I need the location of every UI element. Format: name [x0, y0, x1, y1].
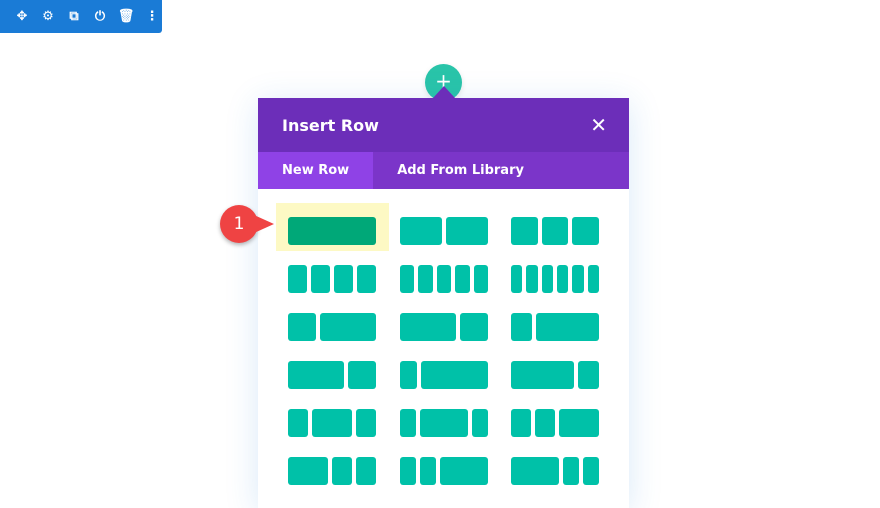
layout-column	[418, 265, 433, 293]
tab-add-from-library[interactable]: Add From Library	[397, 163, 524, 178]
layout-column	[455, 265, 470, 293]
layout-column	[511, 265, 523, 293]
layout-column	[511, 457, 559, 485]
layout-column	[583, 457, 599, 485]
move-icon[interactable]: ✥	[16, 9, 28, 24]
row-layout-option[interactable]	[400, 265, 489, 293]
layout-column	[357, 265, 376, 293]
layout-column	[420, 361, 488, 389]
layout-column	[541, 217, 569, 245]
layout-column	[334, 265, 353, 293]
layout-column	[400, 313, 456, 341]
row-layout-option[interactable]	[400, 361, 488, 389]
insert-row-modal: Insert Row ✕ New Row Add From Library	[258, 98, 629, 508]
module-toolbar: ✥ ⚙ ⧉ ⏻ 🗑 ⋮	[0, 0, 162, 33]
layout-column	[311, 265, 330, 293]
layout-column	[320, 313, 376, 341]
layout-column	[288, 265, 307, 293]
row-layout-option[interactable]	[400, 457, 488, 485]
layout-column	[420, 409, 468, 437]
row-layout-option[interactable]	[288, 313, 376, 341]
row-layout-option[interactable]	[511, 457, 599, 485]
layout-column	[436, 265, 452, 293]
layout-column	[559, 409, 599, 437]
layout-column	[400, 217, 442, 245]
row-layout-option[interactable]	[511, 409, 599, 437]
layout-column	[400, 409, 416, 437]
trash-icon[interactable]: 🗑	[117, 9, 135, 24]
layout-column	[400, 361, 417, 389]
layout-column	[440, 457, 488, 485]
layout-column	[572, 265, 584, 293]
row-layout-option[interactable]	[511, 217, 600, 245]
row-layout-option[interactable]	[288, 265, 376, 293]
modal-title: Insert Row	[282, 115, 379, 135]
layout-column	[356, 457, 376, 485]
layout-column	[400, 457, 416, 485]
modal-arrow	[433, 86, 455, 98]
layout-column	[472, 409, 488, 437]
layout-column	[348, 361, 376, 389]
layout-column	[556, 265, 569, 293]
layout-column	[400, 265, 415, 293]
layout-column	[288, 409, 308, 437]
layout-column	[288, 361, 344, 389]
layout-column	[460, 313, 488, 341]
duplicate-icon[interactable]: ⧉	[69, 9, 79, 24]
layout-column	[541, 265, 553, 293]
layout-column	[535, 409, 555, 437]
layout-column	[511, 313, 532, 341]
layout-column	[511, 409, 531, 437]
row-layout-option[interactable]	[288, 361, 376, 389]
row-layout-option[interactable]	[511, 265, 599, 293]
row-layout-option[interactable]	[288, 217, 376, 245]
layout-column	[356, 409, 376, 437]
row-layout-option[interactable]	[400, 313, 488, 341]
layout-column	[288, 313, 316, 341]
row-layout-option[interactable]	[400, 409, 488, 437]
layout-column	[473, 265, 489, 293]
row-layout-option[interactable]	[511, 313, 599, 341]
layout-column	[332, 457, 352, 485]
row-layout-option[interactable]	[288, 409, 376, 437]
more-icon[interactable]: ⋮	[145, 9, 159, 24]
layout-column	[572, 217, 600, 245]
layout-column	[288, 457, 328, 485]
layout-column	[312, 409, 352, 437]
layout-column	[578, 361, 599, 389]
power-icon[interactable]: ⏻	[94, 9, 106, 24]
row-layout-option[interactable]	[400, 217, 488, 245]
row-layout-option[interactable]	[511, 361, 599, 389]
modal-tabs: New Row Add From Library	[258, 152, 629, 189]
modal-header: Insert Row ✕	[258, 98, 629, 152]
gear-icon[interactable]: ⚙	[42, 9, 54, 24]
layout-column	[288, 217, 376, 245]
layout-column	[511, 217, 538, 245]
close-icon[interactable]: ✕	[590, 113, 607, 137]
layout-column	[536, 313, 599, 341]
layout-column	[526, 265, 538, 293]
layout-column	[420, 457, 436, 485]
layout-column	[563, 457, 579, 485]
layout-column	[446, 217, 488, 245]
tab-new-row[interactable]: New Row	[258, 152, 374, 189]
step-marker: 1	[220, 205, 274, 243]
layout-column	[587, 265, 599, 293]
row-layout-option[interactable]	[288, 457, 376, 485]
layout-column	[511, 361, 574, 389]
